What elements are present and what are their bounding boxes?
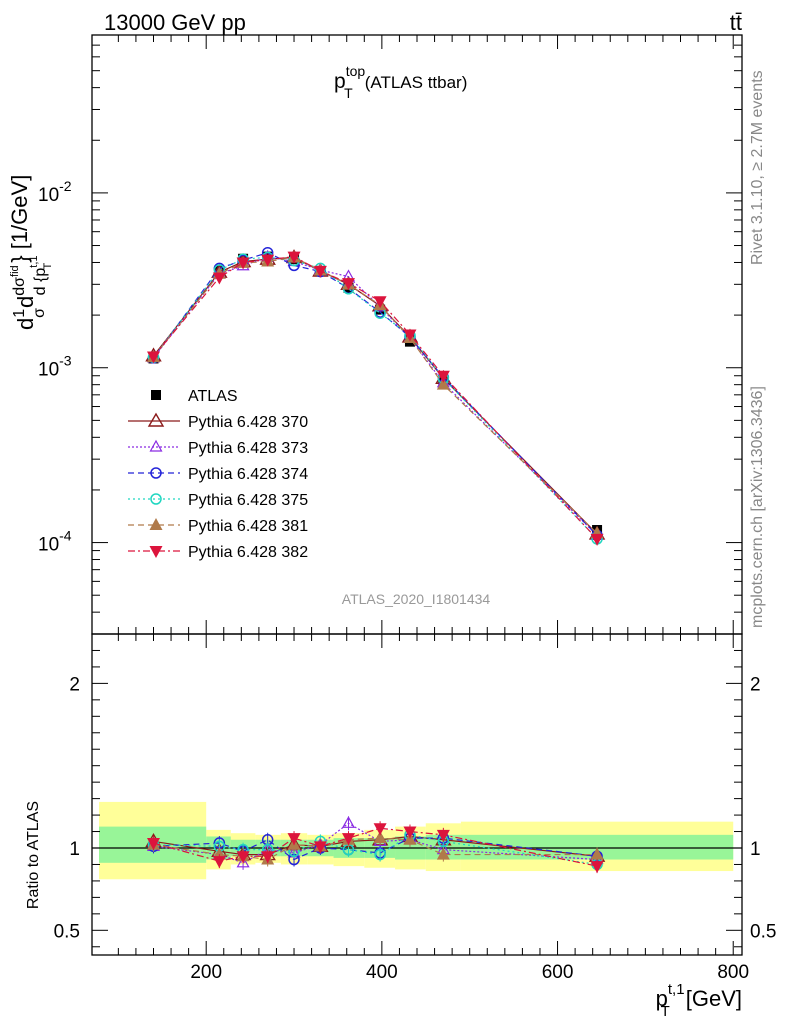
ratio-y-tick-label-left: 1 [69, 839, 80, 860]
ratio-point-pythia-6-428-373 [341, 816, 356, 828]
point-pythia-6-428-382 [373, 296, 387, 309]
ratio-y-tick-label-left: 0.5 [54, 921, 80, 942]
ratio-y-tick-label-right: 2 [750, 674, 761, 695]
legend-label-pythia-6-428-382: Pythia 6.428 382 [188, 544, 308, 561]
rivet-label: Rivet 3.1.10, ≥ 2.7M events [749, 70, 766, 265]
legend-label-pythia-6-428-370: Pythia 6.428 370 [188, 414, 308, 431]
point-pythia-6-428-382 [287, 251, 301, 264]
ratio-point-pythia-6-428-382 [236, 851, 250, 864]
ratio-point-pythia-6-428-381 [373, 831, 387, 844]
ratio-point-pythia-6-428-382 [373, 823, 387, 836]
legend-label-pythia-6-428-373: Pythia 6.428 373 [188, 440, 308, 457]
point-pythia-6-428-382 [261, 254, 275, 267]
ratio-point-pythia-6-428-375 [374, 848, 386, 861]
ratio-y-tick-label-right: 0.5 [750, 921, 776, 942]
legend-label-pythia-6-428-374: Pythia 6.428 374 [188, 466, 308, 483]
point-pythia-6-428-382 [590, 533, 604, 546]
x-tick-label: 200 [190, 962, 222, 983]
ratio-point-pythia-6-428-382 [341, 833, 355, 846]
point-pythia-6-428-381 [436, 377, 450, 390]
x-tick-label: 800 [717, 962, 749, 983]
ratio-point-pythia-6-428-373 [236, 855, 250, 868]
legend-marker-pythia-6-428-382 [149, 546, 163, 558]
energy-label: 13000 GeV pp [104, 10, 246, 35]
plot-title-sub: T [344, 85, 353, 101]
ratio-point-pythia-6-428-381 [403, 832, 417, 845]
legend-marker-pythia-6-428-375 [150, 493, 162, 505]
x-tick-label: 600 [542, 962, 574, 983]
x-tick-label: 400 [366, 962, 398, 983]
ratio-point-pythia-6-428-382 [146, 838, 160, 851]
ratio-line-pythia-6-428-375 [153, 834, 598, 866]
ratio-y-tick-label-left: 2 [69, 674, 80, 695]
point-pythia-6-428-382 [313, 265, 327, 278]
ratio-ylabel: Ratio to ATLAS [25, 801, 42, 909]
ratio-point-pythia-6-428-382 [436, 829, 450, 842]
ratio-point-pythia-6-428-381 [436, 847, 450, 860]
legend-marker-pythia-6-428-381 [149, 518, 163, 530]
legend-label-atlas: ATLAS [188, 388, 238, 405]
legend: ATLAS Pythia 6.428 370 Pythia 6.428 373 Pyt… [128, 388, 308, 561]
analysis-id: ATLAS_2020_I1801434 [342, 591, 491, 607]
x-axis-label-rest: [GeV] [686, 986, 742, 1011]
ratio-point-pythia-6-428-382 [590, 861, 604, 874]
x-axis-label-sup: t,1 [668, 981, 685, 998]
y-tick-label: 10-2 [38, 178, 72, 206]
ratio-point-pythia-6-428-382 [212, 856, 226, 869]
x-axis-label: pt,1 T [GeV] [656, 981, 742, 1020]
legend-label-pythia-6-428-375: Pythia 6.428 375 [188, 492, 308, 509]
ratio-point-pythia-6-428-382 [403, 826, 417, 839]
x-axis-label-main: p [656, 986, 668, 1011]
series-line-pythia-6-428-375 [153, 256, 598, 540]
top-ylabel: d1 σddσfid d {pt,1 T} [1/GeV] [7, 175, 54, 330]
ratio-frame [91, 633, 743, 956]
point-pythia-6-428-382 [146, 351, 160, 364]
point-pythia-6-428-382 [341, 278, 355, 291]
ratio-point-pythia-6-428-382 [287, 833, 301, 846]
y-tick-label: 10-3 [38, 353, 72, 381]
ratio-point-pythia-6-428-381 [590, 847, 604, 860]
point-pythia-6-428-382 [403, 329, 417, 342]
top-ylabel-text: d1 σddσfid d {pt,1 T} [1/GeV] [7, 175, 54, 330]
point-pythia-6-428-382 [236, 257, 250, 270]
main-panel: 10-2 10-3 10-4 [38, 34, 743, 635]
plot-title-rest: (ATLAS ttbar) [365, 73, 468, 92]
legend-marker-atlas [151, 390, 161, 400]
plot-title-sup: top [346, 63, 366, 79]
ratio-point-pythia-6-428-382 [313, 841, 327, 854]
ratio-series-group [145, 816, 606, 874]
ratio-y-tick-label-right: 1 [750, 839, 761, 860]
legend-marker-pythia-6-428-370 [147, 412, 165, 427]
process-label: tt̄ [730, 10, 742, 35]
main-series-group [145, 246, 606, 546]
source-label: mcplots.cern.ch [arXiv:1306.3436] [749, 386, 766, 628]
y-tick-label: 10-4 [38, 528, 72, 556]
plot-title: ptop T (ATLAS ttbar) [334, 63, 467, 101]
x-axis-label-sub: T [661, 1003, 670, 1020]
legend-marker-pythia-6-428-374 [150, 467, 162, 479]
point-pythia-6-428-382 [212, 272, 226, 285]
legend-marker-pythia-6-428-373 [149, 439, 163, 452]
point-pythia-6-428-382 [436, 370, 450, 383]
ratio-point-pythia-6-428-382 [261, 851, 275, 864]
legend-label-pythia-6-428-381: Pythia 6.428 381 [188, 518, 308, 535]
plot-title-main: p [334, 70, 346, 93]
